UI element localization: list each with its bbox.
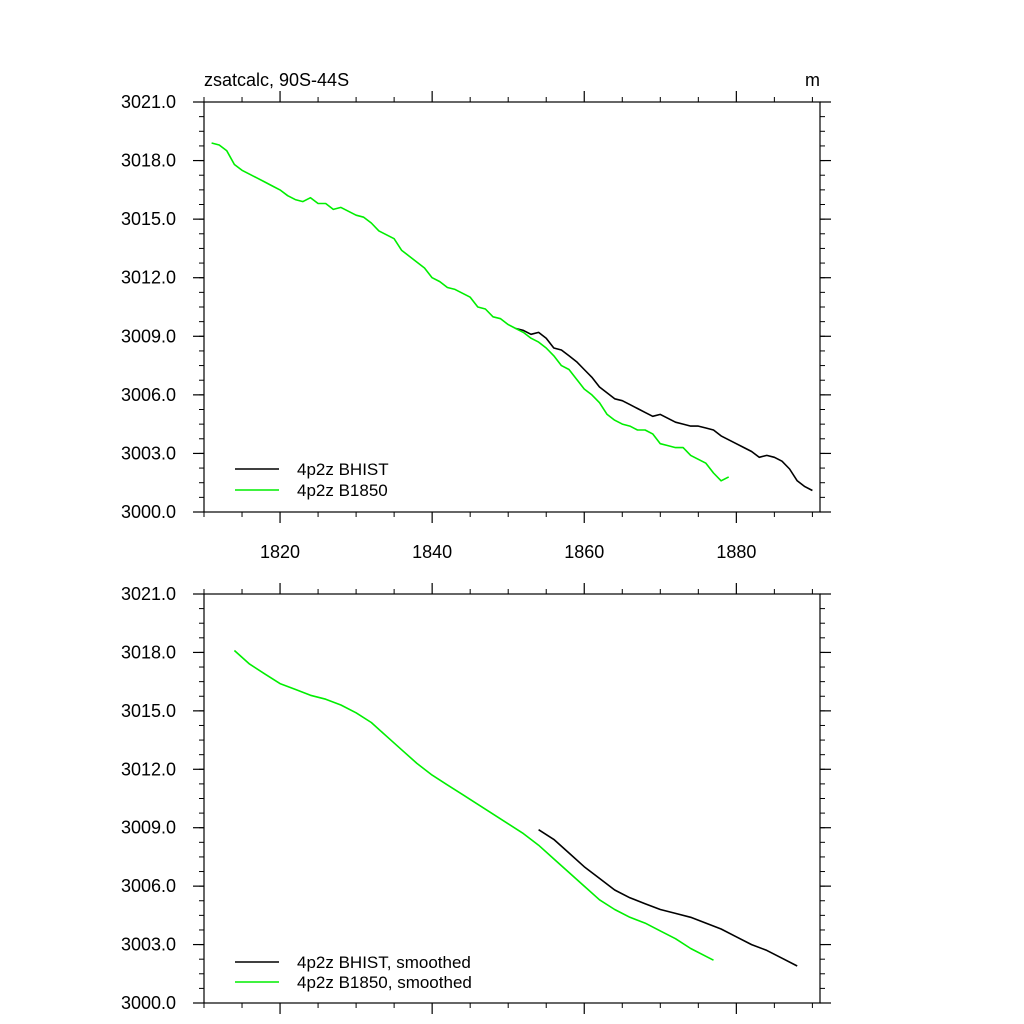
- y-tick-label: 3018.0: [121, 642, 176, 662]
- y-tick-label: 3018.0: [121, 151, 176, 171]
- y-tick-label: 3000.0: [121, 993, 176, 1013]
- plot-frame: [203, 593, 821, 1004]
- y-tick-label: 3012.0: [121, 268, 176, 288]
- legend-label-0: 4p2z BHIST: [297, 460, 389, 479]
- legend-label-1: 4p2z B1850: [297, 481, 388, 500]
- y-tick-label: 3003.0: [121, 935, 176, 955]
- y-tick-label: 3021.0: [121, 92, 176, 112]
- units-label: m: [805, 70, 820, 90]
- y-tick-label: 3015.0: [121, 701, 176, 721]
- series-line-0: [538, 829, 798, 967]
- y-tick-label: 3003.0: [121, 443, 176, 463]
- legend-label-0: 4p2z BHIST, smoothed: [297, 953, 471, 972]
- plot-frame: [203, 101, 821, 513]
- series-line-0: [515, 327, 813, 492]
- y-tick-label: 3021.0: [121, 584, 176, 604]
- y-tick-label: 3009.0: [121, 818, 176, 838]
- legend-label-1: 4p2z B1850, smoothed: [297, 973, 472, 992]
- y-tick-label: 3012.0: [121, 759, 176, 779]
- panel-top: zsatcalc, 90S-44S m 3000.0 3003.0 3006.0 30…: [121, 70, 831, 562]
- x-tick-label: 1840: [412, 542, 452, 562]
- series-line-1: [211, 142, 730, 482]
- x-tick-label: 1880: [716, 542, 756, 562]
- chart-title: zsatcalc, 90S-44S: [204, 70, 349, 90]
- y-tick-label: 3009.0: [121, 326, 176, 346]
- x-tick-label: 1820: [260, 542, 300, 562]
- y-tick-label: 3006.0: [121, 385, 176, 405]
- y-tick-label: 3006.0: [121, 876, 176, 896]
- x-tick-label: 1860: [564, 542, 604, 562]
- y-tick-label: 3015.0: [121, 209, 176, 229]
- panel-bottom: 3000.0 3003.0 3006.0 3009.0 3012.0 3015.0 3018…: [121, 583, 831, 1014]
- series-line-1: [233, 649, 714, 961]
- y-tick-label: 3000.0: [121, 502, 176, 522]
